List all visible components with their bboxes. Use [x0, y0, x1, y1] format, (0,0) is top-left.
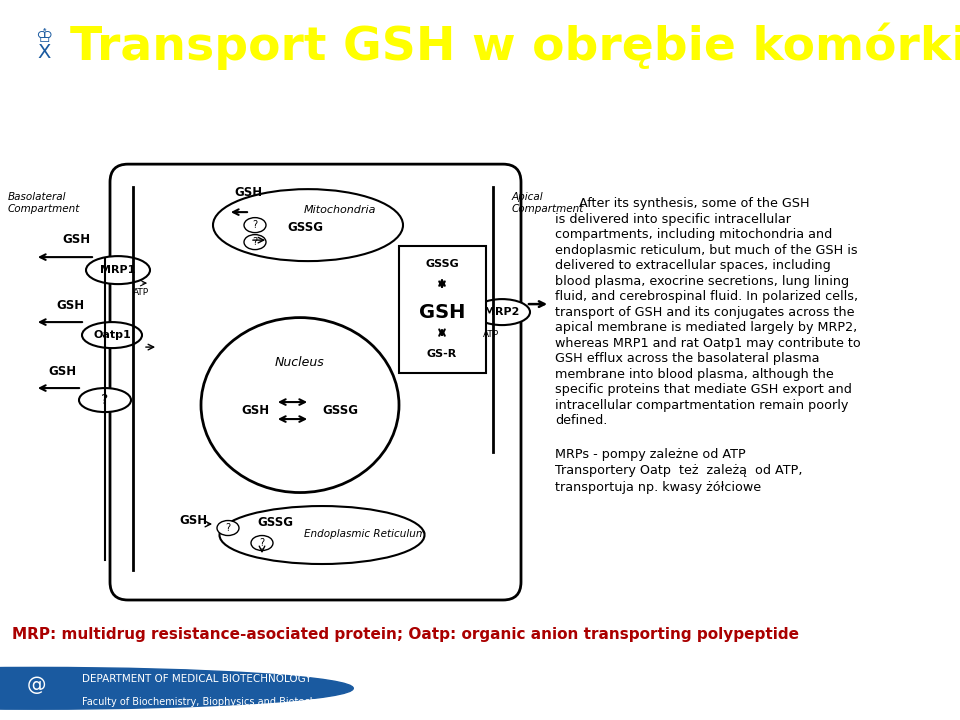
Text: Transportery Oatp  też  zależą  od ATP,: Transportery Oatp też zależą od ATP, — [555, 464, 803, 477]
Ellipse shape — [251, 536, 273, 551]
Text: transportuja np. kwasy żółciowe: transportuja np. kwasy żółciowe — [555, 480, 761, 493]
Text: Apical
Compartment: Apical Compartment — [512, 192, 585, 214]
Ellipse shape — [213, 189, 403, 261]
Text: Mitochondria: Mitochondria — [303, 205, 376, 215]
Text: Endoplasmic Reticulum: Endoplasmic Reticulum — [304, 529, 426, 539]
Text: apical membrane is mediated largely by MRP2,: apical membrane is mediated largely by M… — [555, 321, 857, 334]
Ellipse shape — [220, 506, 424, 564]
Ellipse shape — [244, 235, 266, 250]
Text: ATP: ATP — [483, 330, 499, 339]
Ellipse shape — [244, 217, 266, 233]
Text: whereas MRP1 and rat Oatp1 may contribute to: whereas MRP1 and rat Oatp1 may contribut… — [555, 336, 861, 350]
Text: Transport GSH w obrębie komórki: Transport GSH w obrębie komórki — [69, 22, 960, 70]
Circle shape — [0, 665, 401, 712]
Text: ?: ? — [102, 393, 108, 407]
Text: GSSG: GSSG — [257, 516, 293, 528]
Ellipse shape — [201, 318, 399, 492]
Text: GSH: GSH — [48, 365, 76, 378]
Text: ?: ? — [252, 237, 257, 247]
Text: @: @ — [27, 675, 46, 695]
Text: GSSG: GSSG — [287, 220, 323, 233]
Ellipse shape — [474, 299, 530, 325]
Text: ?: ? — [259, 538, 265, 548]
Text: GSH: GSH — [234, 186, 262, 199]
Text: MRP2: MRP2 — [484, 307, 519, 317]
FancyBboxPatch shape — [110, 164, 521, 600]
FancyBboxPatch shape — [399, 246, 486, 373]
Text: Faculty of Biochemistry, Biophysics and Biotechnology: Faculty of Biochemistry, Biophysics and … — [82, 697, 348, 707]
Text: ATP: ATP — [133, 288, 149, 297]
Ellipse shape — [79, 388, 131, 412]
Text: Oatp1: Oatp1 — [93, 330, 131, 340]
FancyBboxPatch shape — [0, 6, 89, 86]
Text: Nucleus: Nucleus — [276, 356, 324, 369]
Text: GSSG: GSSG — [322, 404, 358, 417]
Text: specific proteins that mediate GSH export and: specific proteins that mediate GSH expor… — [555, 383, 852, 396]
Text: MRP: multidrug resistance-asociated protein; Oatp: organic anion transporting po: MRP: multidrug resistance-asociated prot… — [12, 627, 799, 642]
Text: is delivered into specific intracellular: is delivered into specific intracellular — [555, 212, 791, 225]
Text: Basolateral
Compartment: Basolateral Compartment — [8, 192, 81, 214]
Text: GSH: GSH — [62, 233, 90, 246]
Text: ?: ? — [226, 523, 230, 533]
Text: GS-R: GS-R — [427, 349, 457, 359]
Text: ♔
X: ♔ X — [36, 27, 53, 62]
Text: delivered to extracellular spaces, including: delivered to extracellular spaces, inclu… — [555, 259, 830, 272]
Text: GSH: GSH — [419, 302, 466, 322]
Text: GSH: GSH — [241, 404, 269, 417]
Text: ?: ? — [252, 220, 257, 230]
Text: DEPARTMENT OF MEDICAL BIOTECHNOLOGY: DEPARTMENT OF MEDICAL BIOTECHNOLOGY — [82, 674, 311, 684]
Text: blood plasma, exocrine secretions, lung lining: blood plasma, exocrine secretions, lung … — [555, 274, 850, 287]
Ellipse shape — [82, 322, 142, 348]
Text: Ballatori et al. Biol Chem 2009.: Ballatori et al. Biol Chem 2009. — [708, 685, 941, 698]
Circle shape — [0, 667, 353, 709]
Text: GSH efflux across the basolateral plasma: GSH efflux across the basolateral plasma — [555, 352, 820, 365]
Text: MRP1: MRP1 — [100, 265, 135, 275]
Text: transport of GSH and its conjugates across the: transport of GSH and its conjugates acro… — [555, 305, 854, 318]
Ellipse shape — [217, 521, 239, 536]
Text: MRPs - pompy zależne od ATP: MRPs - pompy zależne od ATP — [555, 448, 746, 461]
Text: fluid, and cerebrospinal fluid. In polarized cells,: fluid, and cerebrospinal fluid. In polar… — [555, 290, 858, 303]
Text: membrane into blood plasma, although the: membrane into blood plasma, although the — [555, 368, 833, 381]
Text: GSH: GSH — [56, 299, 84, 312]
Text: GSH: GSH — [179, 513, 207, 526]
Text: compartments, including mitochondria and: compartments, including mitochondria and — [555, 228, 832, 241]
Text: endoplasmic reticulum, but much of the GSH is: endoplasmic reticulum, but much of the G… — [555, 243, 857, 256]
Ellipse shape — [86, 256, 150, 284]
Text: intracellular compartmentation remain poorly: intracellular compartmentation remain po… — [555, 399, 849, 412]
Text: defined.: defined. — [555, 414, 608, 427]
Text: GSSG: GSSG — [425, 259, 459, 269]
Text: After its synthesis, some of the GSH: After its synthesis, some of the GSH — [555, 197, 809, 210]
